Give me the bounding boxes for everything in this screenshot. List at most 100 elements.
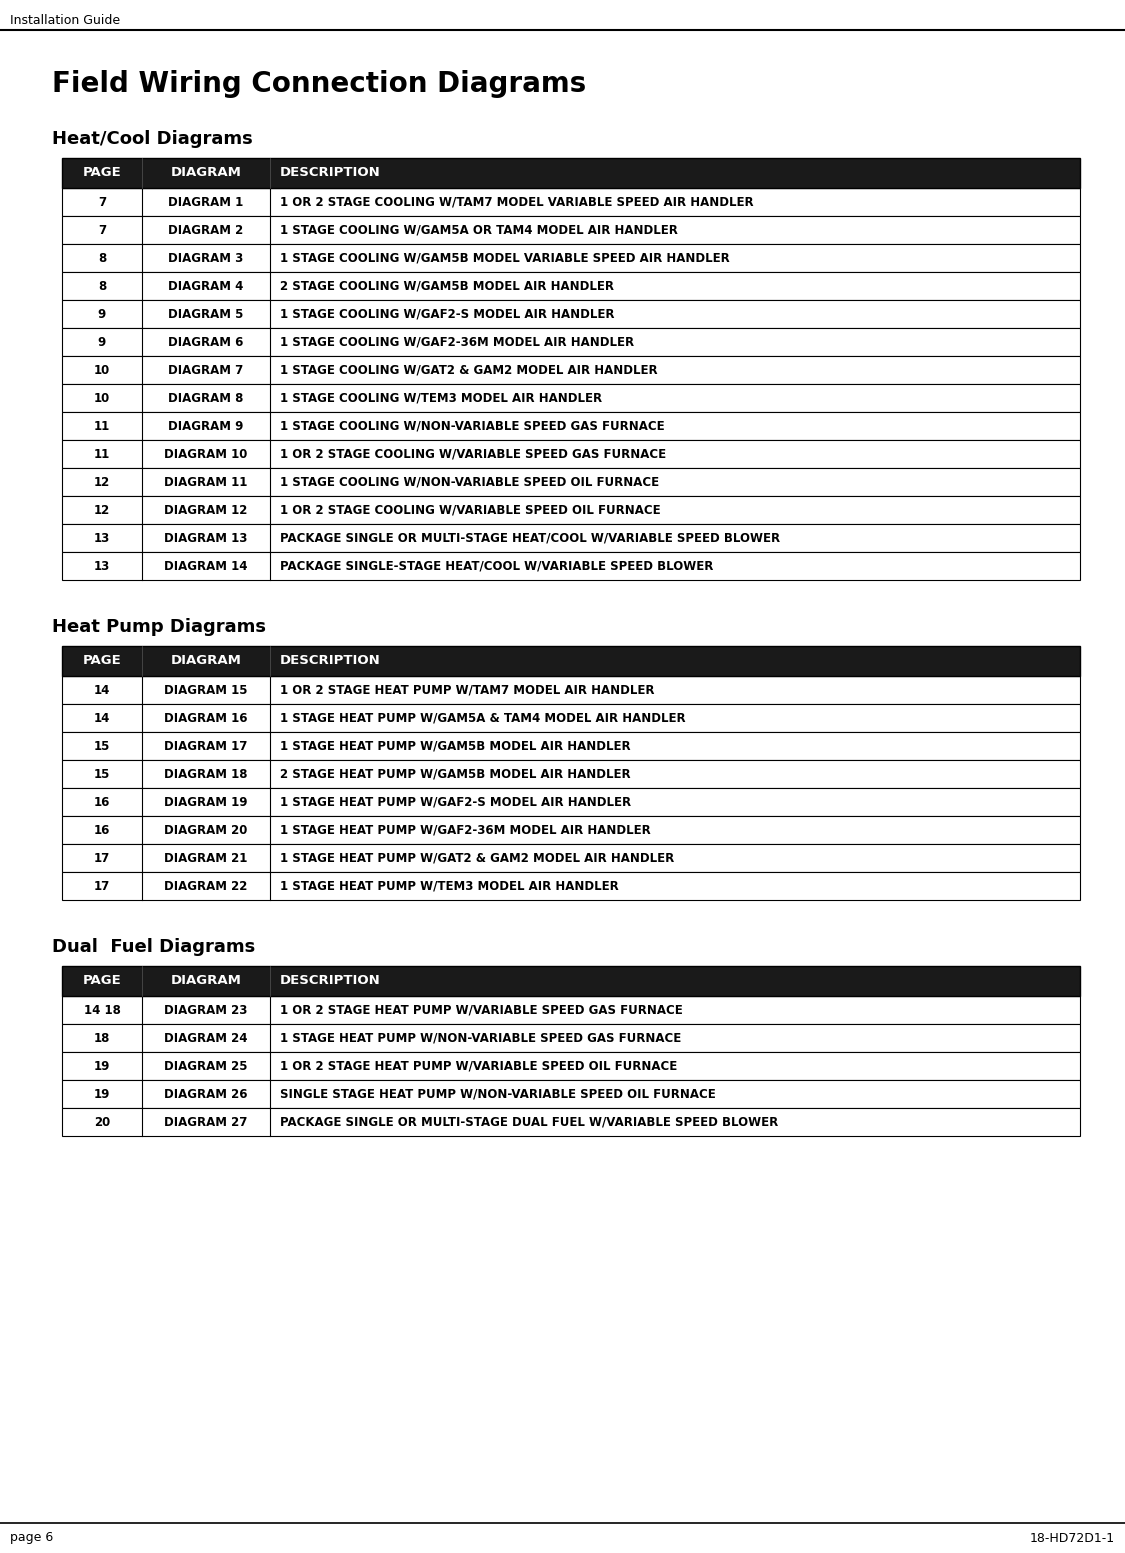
Text: 1 STAGE HEAT PUMP W/GAM5B MODEL AIR HANDLER: 1 STAGE HEAT PUMP W/GAM5B MODEL AIR HAND… — [280, 739, 631, 753]
Text: 19: 19 — [93, 1059, 110, 1073]
Text: 7: 7 — [98, 196, 106, 208]
Text: 1 STAGE COOLING W/GAM5B MODEL VARIABLE SPEED AIR HANDLER: 1 STAGE COOLING W/GAM5B MODEL VARIABLE S… — [280, 252, 730, 264]
Text: 18: 18 — [93, 1031, 110, 1045]
Text: DIAGRAM 12: DIAGRAM 12 — [164, 503, 248, 517]
Text: 17: 17 — [93, 851, 110, 865]
Text: 20: 20 — [93, 1115, 110, 1129]
Text: 1 STAGE COOLING W/GAT2 & GAM2 MODEL AIR HANDLER: 1 STAGE COOLING W/GAT2 & GAM2 MODEL AIR … — [280, 363, 658, 376]
Text: 8: 8 — [98, 252, 106, 264]
Bar — [62, 1079, 1080, 1107]
Text: DESCRIPTION: DESCRIPTION — [280, 974, 380, 988]
Text: PACKAGE SINGLE-STAGE HEAT/COOL W/VARIABLE SPEED BLOWER: PACKAGE SINGLE-STAGE HEAT/COOL W/VARIABL… — [280, 559, 713, 573]
Text: SINGLE STAGE HEAT PUMP W/NON-VARIABLE SPEED OIL FURNACE: SINGLE STAGE HEAT PUMP W/NON-VARIABLE SP… — [280, 1087, 716, 1101]
Text: 1 STAGE COOLING W/GAF2-36M MODEL AIR HANDLER: 1 STAGE COOLING W/GAF2-36M MODEL AIR HAN… — [280, 335, 634, 348]
Text: DIAGRAM 23: DIAGRAM 23 — [164, 1003, 248, 1017]
Bar — [62, 300, 1080, 328]
Text: PACKAGE SINGLE OR MULTI-STAGE DUAL FUEL W/VARIABLE SPEED BLOWER: PACKAGE SINGLE OR MULTI-STAGE DUAL FUEL … — [280, 1115, 778, 1129]
Text: 18-HD72D1-1: 18-HD72D1-1 — [1029, 1531, 1115, 1545]
Text: DIAGRAM: DIAGRAM — [171, 166, 242, 180]
Text: DIAGRAM 27: DIAGRAM 27 — [164, 1115, 248, 1129]
Bar — [62, 966, 1080, 995]
Text: Heat Pump Diagrams: Heat Pump Diagrams — [52, 618, 266, 637]
Text: 10: 10 — [93, 363, 110, 376]
Text: DIAGRAM 18: DIAGRAM 18 — [164, 767, 248, 781]
Text: DIAGRAM 1: DIAGRAM 1 — [169, 196, 244, 208]
Text: 14 18: 14 18 — [83, 1003, 120, 1017]
Text: DIAGRAM 24: DIAGRAM 24 — [164, 1031, 248, 1045]
Bar — [62, 467, 1080, 495]
Text: 12: 12 — [93, 475, 110, 489]
Text: 14: 14 — [93, 711, 110, 725]
Text: DIAGRAM 6: DIAGRAM 6 — [169, 335, 244, 348]
Bar — [62, 759, 1080, 787]
Text: DIAGRAM 20: DIAGRAM 20 — [164, 823, 248, 837]
Bar — [62, 384, 1080, 412]
Text: 10: 10 — [93, 391, 110, 404]
Text: DIAGRAM: DIAGRAM — [171, 654, 242, 668]
Text: DIAGRAM 16: DIAGRAM 16 — [164, 711, 248, 725]
Text: Installation Guide: Installation Guide — [10, 14, 120, 26]
Bar — [62, 871, 1080, 901]
Bar — [62, 1051, 1080, 1079]
Text: 11: 11 — [93, 447, 110, 461]
Bar — [62, 676, 1080, 704]
Text: 1 STAGE COOLING W/GAF2-S MODEL AIR HANDLER: 1 STAGE COOLING W/GAF2-S MODEL AIR HANDL… — [280, 307, 614, 320]
Text: DIAGRAM 22: DIAGRAM 22 — [164, 879, 248, 893]
Text: 16: 16 — [93, 823, 110, 837]
Text: 1 STAGE HEAT PUMP W/GAT2 & GAM2 MODEL AIR HANDLER: 1 STAGE HEAT PUMP W/GAT2 & GAM2 MODEL AI… — [280, 851, 674, 865]
Text: DIAGRAM 21: DIAGRAM 21 — [164, 851, 248, 865]
Text: DIAGRAM 17: DIAGRAM 17 — [164, 739, 248, 753]
Text: 1 STAGE HEAT PUMP W/GAF2-S MODEL AIR HANDLER: 1 STAGE HEAT PUMP W/GAF2-S MODEL AIR HAN… — [280, 795, 631, 809]
Text: 13: 13 — [93, 531, 110, 545]
Bar — [62, 158, 1080, 188]
Text: Heat/Cool Diagrams: Heat/Cool Diagrams — [52, 130, 253, 148]
Text: 15: 15 — [93, 767, 110, 781]
Bar — [62, 731, 1080, 759]
Text: 2 STAGE HEAT PUMP W/GAM5B MODEL AIR HANDLER: 2 STAGE HEAT PUMP W/GAM5B MODEL AIR HAND… — [280, 767, 631, 781]
Bar — [62, 412, 1080, 439]
Text: PACKAGE SINGLE OR MULTI-STAGE HEAT/COOL W/VARIABLE SPEED BLOWER: PACKAGE SINGLE OR MULTI-STAGE HEAT/COOL … — [280, 531, 780, 545]
Text: 8: 8 — [98, 280, 106, 292]
Text: 1 OR 2 STAGE COOLING W/VARIABLE SPEED GAS FURNACE: 1 OR 2 STAGE COOLING W/VARIABLE SPEED GA… — [280, 447, 666, 461]
Text: 7: 7 — [98, 224, 106, 236]
Bar — [62, 551, 1080, 579]
Bar — [62, 328, 1080, 356]
Text: 1 STAGE HEAT PUMP W/GAF2-36M MODEL AIR HANDLER: 1 STAGE HEAT PUMP W/GAF2-36M MODEL AIR H… — [280, 823, 650, 837]
Text: DIAGRAM 9: DIAGRAM 9 — [169, 419, 244, 432]
Text: DIAGRAM 7: DIAGRAM 7 — [169, 363, 244, 376]
Text: DIAGRAM 10: DIAGRAM 10 — [164, 447, 248, 461]
Text: 15: 15 — [93, 739, 110, 753]
Text: DIAGRAM 25: DIAGRAM 25 — [164, 1059, 248, 1073]
Bar — [62, 244, 1080, 272]
Bar — [62, 188, 1080, 216]
Bar — [62, 1023, 1080, 1051]
Text: DIAGRAM 3: DIAGRAM 3 — [169, 252, 244, 264]
Text: 12: 12 — [93, 503, 110, 517]
Text: 11: 11 — [93, 419, 110, 432]
Bar — [62, 646, 1080, 676]
Text: PAGE: PAGE — [82, 974, 122, 988]
Bar — [62, 1107, 1080, 1135]
Text: 1 OR 2 STAGE COOLING W/VARIABLE SPEED OIL FURNACE: 1 OR 2 STAGE COOLING W/VARIABLE SPEED OI… — [280, 503, 660, 517]
Text: DIAGRAM 2: DIAGRAM 2 — [169, 224, 244, 236]
Text: 1 OR 2 STAGE HEAT PUMP W/TAM7 MODEL AIR HANDLER: 1 OR 2 STAGE HEAT PUMP W/TAM7 MODEL AIR … — [280, 683, 655, 696]
Text: Field Wiring Connection Diagrams: Field Wiring Connection Diagrams — [52, 70, 586, 98]
Text: 1 STAGE COOLING W/TEM3 MODEL AIR HANDLER: 1 STAGE COOLING W/TEM3 MODEL AIR HANDLER — [280, 391, 602, 404]
Text: DIAGRAM 13: DIAGRAM 13 — [164, 531, 248, 545]
Text: DIAGRAM 26: DIAGRAM 26 — [164, 1087, 248, 1101]
Text: 9: 9 — [98, 307, 106, 320]
Bar — [62, 787, 1080, 815]
Bar — [62, 523, 1080, 551]
Text: PAGE: PAGE — [82, 166, 122, 180]
Text: 1 STAGE COOLING W/NON-VARIABLE SPEED OIL FURNACE: 1 STAGE COOLING W/NON-VARIABLE SPEED OIL… — [280, 475, 659, 489]
Text: 1 STAGE HEAT PUMP W/NON-VARIABLE SPEED GAS FURNACE: 1 STAGE HEAT PUMP W/NON-VARIABLE SPEED G… — [280, 1031, 682, 1045]
Text: 13: 13 — [93, 559, 110, 573]
Text: 1 STAGE HEAT PUMP W/GAM5A & TAM4 MODEL AIR HANDLER: 1 STAGE HEAT PUMP W/GAM5A & TAM4 MODEL A… — [280, 711, 685, 725]
Text: DIAGRAM 14: DIAGRAM 14 — [164, 559, 248, 573]
Text: 14: 14 — [93, 683, 110, 696]
Text: DESCRIPTION: DESCRIPTION — [280, 654, 380, 668]
Bar — [62, 439, 1080, 467]
Bar — [62, 995, 1080, 1023]
Bar — [62, 356, 1080, 384]
Bar — [62, 704, 1080, 731]
